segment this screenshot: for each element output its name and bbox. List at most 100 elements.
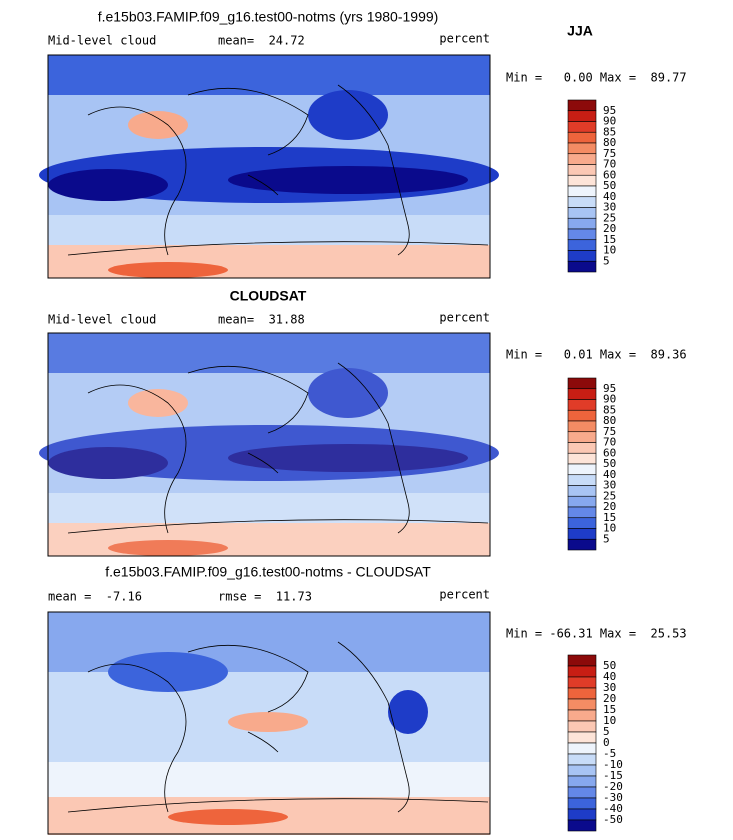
center-label: mean= 31.88 — [218, 313, 305, 327]
colorbar-label: 20 — [603, 222, 616, 235]
colorbar-swatch — [567, 250, 597, 262]
colorbar-label: 50 — [603, 659, 616, 672]
colorbar-swatch — [567, 239, 597, 251]
colorbar-label: 10 — [603, 522, 616, 535]
colorbar-label: 90 — [603, 393, 616, 406]
colorbar-swatch — [567, 687, 597, 700]
colorbar-swatch — [567, 517, 597, 529]
colorbar-swatch — [567, 538, 597, 551]
map — [48, 612, 490, 835]
colorbar-swatch — [567, 731, 597, 744]
colorbar-swatch — [567, 676, 597, 689]
colorbar-swatch — [567, 775, 597, 788]
colorbar-label: 10 — [603, 714, 616, 727]
colorbar-swatch — [567, 495, 597, 508]
range-label: Min = 0.01 Max = 89.36 — [506, 348, 687, 362]
colorbar-swatch — [567, 142, 597, 155]
colorbar-label: 40 — [603, 670, 616, 683]
colorbar-label: 80 — [603, 414, 616, 427]
colorbar-label: -5 — [603, 747, 616, 760]
colorbar-label: -40 — [603, 802, 623, 815]
colorbar-label: 90 — [603, 115, 616, 128]
colorbar-swatch — [567, 808, 597, 821]
colorbar-label: 20 — [603, 500, 616, 513]
colorbar-label: 80 — [603, 136, 616, 149]
panel-title: f.e15b03.FAMIP.f09_g16.test00-notms - CL… — [105, 564, 431, 580]
colorbar-swatch — [567, 665, 597, 678]
colorbar-label: 75 — [603, 425, 616, 438]
colorbar-swatch — [567, 797, 597, 810]
colorbar-swatch — [567, 764, 597, 777]
colorbar-label: 5 — [603, 254, 610, 267]
panel-title: f.e15b03.FAMIP.f09_g16.test00-notms (yrs… — [98, 9, 439, 25]
colorbar-label: 60 — [603, 168, 616, 181]
season-label: JJA — [567, 23, 593, 39]
colorbar-label: 95 — [603, 104, 616, 117]
colorbar-swatch — [567, 819, 597, 832]
colorbar-swatch — [567, 463, 597, 476]
units-label: percent — [439, 32, 490, 46]
left-label: Mid-level cloud — [48, 34, 156, 48]
colorbar-swatch — [567, 742, 597, 755]
colorbar-swatch — [567, 474, 597, 486]
colorbar-swatch — [567, 228, 597, 241]
center-label: rmse = 11.73 — [218, 590, 312, 604]
colorbar-label: 30 — [603, 681, 616, 694]
colorbar-label: 25 — [603, 489, 616, 502]
units-label: percent — [439, 311, 490, 325]
colorbar-swatch — [567, 506, 597, 519]
left-label: mean = -7.16 — [48, 590, 142, 604]
colorbar-swatch — [567, 131, 597, 144]
panel-title: CLOUDSAT — [230, 288, 307, 304]
panel — [39, 332, 499, 557]
colorbar-label: 40 — [603, 190, 616, 203]
colorbar-label: 30 — [603, 479, 616, 492]
colorbar-swatch — [567, 174, 597, 187]
colorbar-label: 70 — [603, 158, 616, 171]
colorbar-label: -30 — [603, 791, 623, 804]
colorbar-swatch — [567, 99, 597, 112]
colorbar-label: 70 — [603, 436, 616, 449]
colorbar-swatch — [567, 753, 597, 766]
colorbar-swatch — [567, 409, 597, 422]
colorbar-label: 85 — [603, 403, 616, 416]
left-label: Mid-level cloud — [48, 313, 156, 327]
colorbar-label: 0 — [603, 736, 610, 749]
colorbar-swatch — [567, 110, 597, 122]
colorbar-label: 15 — [603, 511, 616, 524]
colorbar-swatch — [567, 431, 597, 443]
colorbar-swatch — [567, 388, 597, 400]
colorbar-label: 10 — [603, 244, 616, 257]
map — [39, 333, 499, 556]
units-label: percent — [439, 588, 490, 602]
colorbar-swatch — [567, 654, 597, 667]
colorbar-label: 60 — [603, 446, 616, 459]
colorbar-swatch — [567, 164, 597, 176]
colorbar-label: 50 — [603, 179, 616, 192]
colorbar-swatch — [567, 260, 597, 273]
colorbar-label: -50 — [603, 813, 623, 826]
map — [39, 55, 499, 278]
colorbar-label: 25 — [603, 211, 616, 224]
colorbar-label: 50 — [603, 457, 616, 470]
colorbar-swatch — [567, 528, 597, 540]
range-label: Min = 0.00 Max = 89.77 — [506, 71, 687, 85]
colorbar-label: -20 — [603, 780, 623, 793]
colorbar-swatch — [567, 698, 597, 711]
map-frame — [47, 332, 491, 557]
colorbar-swatch — [567, 399, 597, 411]
colorbar-swatch — [567, 420, 597, 433]
colorbar-label: 20 — [603, 692, 616, 705]
colorbar-swatch — [567, 153, 597, 165]
map-frame — [47, 54, 491, 279]
colorbar-label: 75 — [603, 147, 616, 160]
colorbar-label: 30 — [603, 201, 616, 214]
colorbar-label: -10 — [603, 758, 623, 771]
colorbar-swatch — [567, 720, 597, 733]
panel — [47, 611, 491, 835]
colorbar-swatch — [567, 485, 597, 497]
range-label: Min = -66.31 Max = 25.53 — [506, 627, 687, 641]
colorbar-label: 15 — [603, 233, 616, 246]
colorbar-swatch — [567, 217, 597, 230]
